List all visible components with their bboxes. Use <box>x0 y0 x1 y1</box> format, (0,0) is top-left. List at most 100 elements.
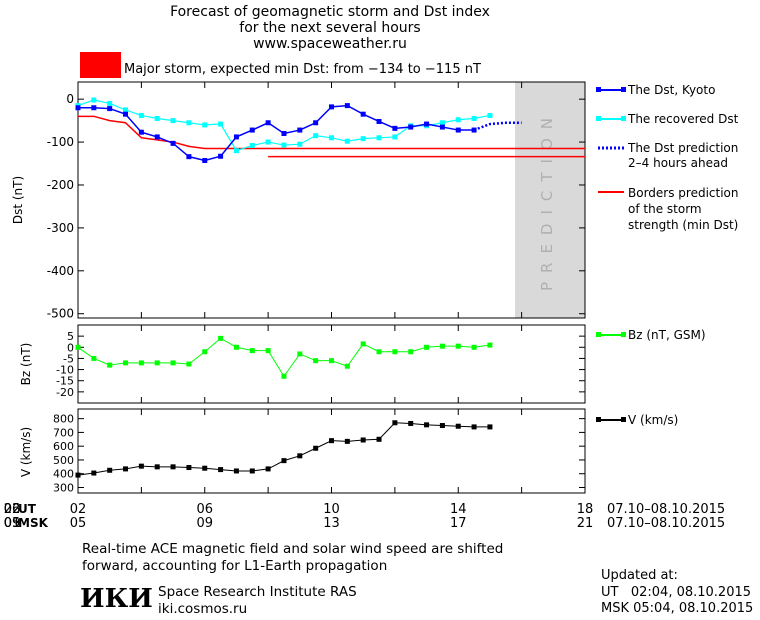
dst-kyoto-point <box>408 124 414 130</box>
legend-borders-label-2: of the storm <box>628 202 702 216</box>
legend-prediction-label-1: The Dst prediction <box>628 141 739 155</box>
y-tick-label: -10 <box>56 364 74 377</box>
legend-bz-label: Bz (nT, GSM) <box>628 328 706 342</box>
solar-wind-speed-point <box>281 458 287 464</box>
y-tick-label: -20 <box>56 386 74 399</box>
legend-v-marker <box>596 417 601 422</box>
legend-borders-label-3: strength (min Dst) <box>628 218 739 232</box>
recovered-dst-point <box>471 115 477 121</box>
solar-wind-speed-point <box>376 436 382 442</box>
dst-kyoto-point <box>249 127 255 133</box>
bz-point <box>138 360 144 366</box>
solar-wind-speed-point <box>392 420 398 426</box>
recovered-dst-point <box>186 120 192 126</box>
dst-kyoto-point <box>313 120 319 126</box>
solar-wind-speed-point <box>107 467 113 473</box>
bz-point <box>107 362 113 368</box>
recovered-dst-point <box>202 122 208 128</box>
recovered-dst-point <box>329 135 334 141</box>
y-tick-label: 600 <box>53 440 74 453</box>
dst-kyoto-point <box>123 111 129 117</box>
storm-level-swatch <box>80 52 121 78</box>
bz-point <box>313 358 319 364</box>
legend-dst-kyoto-label: The Dst, Kyoto <box>628 83 716 97</box>
msk-tick-label: 05 <box>3 516 21 531</box>
solar-wind-speed-point <box>439 423 445 429</box>
recovered-dst-point <box>107 100 113 106</box>
solar-wind-speed-point <box>313 445 319 451</box>
solar-wind-speed-point <box>186 465 192 471</box>
msk-tick-label: 05 <box>69 516 87 531</box>
solar-wind-speed-point <box>249 468 255 474</box>
institute-site-link[interactable]: iki.cosmos.ru <box>158 601 248 617</box>
msk-tick-label: 13 <box>323 516 340 531</box>
dst-kyoto-point <box>360 111 366 117</box>
y-tick-label: 300 <box>53 481 74 494</box>
footer-note-1: Real-time ACE magnetic field and solar w… <box>82 541 504 557</box>
recovered-dst-point <box>218 121 224 127</box>
bz-line <box>77 337 491 378</box>
y-tick-label: -100 <box>47 135 74 149</box>
bz-point <box>424 344 430 350</box>
dst-kyoto-point <box>154 134 160 140</box>
bz-axis-title: Bz (nT) <box>19 343 33 386</box>
dst-kyoto-point <box>281 130 287 136</box>
recovered-dst-point <box>154 115 160 121</box>
dst-kyoto-point <box>233 134 239 140</box>
recovered-dst-point <box>360 136 366 142</box>
recovered-dst-point <box>297 141 303 147</box>
prediction-zone-label: PREDICTION <box>538 109 556 291</box>
recovered-dst-point <box>487 112 493 118</box>
legend-bz-marker <box>596 332 601 337</box>
dst-kyoto-point <box>439 124 445 130</box>
dst-kyoto-point <box>91 105 97 111</box>
recovered-dst-point <box>170 118 176 124</box>
ut-tick-label: 10 <box>323 502 340 517</box>
recovered-dst-point <box>376 135 382 141</box>
solar-wind-speed-point <box>487 424 493 430</box>
y-tick-label: 500 <box>53 454 74 467</box>
y-tick-label: -500 <box>47 307 74 321</box>
bz-point <box>281 373 287 379</box>
ut-date-range: 07.10–08.10.2015 <box>607 502 726 517</box>
legend-dst-kyoto-marker <box>621 87 626 92</box>
footer-note-2: forward, accounting for L1-Earth propaga… <box>82 558 388 574</box>
dst-kyoto-point <box>186 154 192 160</box>
recovered-dst-point <box>233 148 239 154</box>
legend-recovered-marker <box>621 116 626 121</box>
dst-prediction-line <box>473 121 522 132</box>
solar-wind-speed-point <box>455 423 461 429</box>
msk-tick-label: 09 <box>3 516 21 531</box>
chart-title-url[interactable]: www.spaceweather.ru <box>253 36 407 52</box>
ut-tick-label: 14 <box>449 502 467 517</box>
y-tick-label: -300 <box>47 221 74 235</box>
dst-kyoto-point <box>218 153 224 159</box>
msk-tick-label: 17 <box>449 516 467 531</box>
solar-wind-speed-point <box>123 466 129 472</box>
prediction-zone <box>515 82 585 318</box>
y-tick-label: 400 <box>53 468 74 481</box>
solar-wind-speed-point <box>91 470 97 476</box>
updated-ut: UT 02:04, 08.10.2015 <box>601 585 752 600</box>
storm-forecast-label: Major storm, expected min Dst: from −134… <box>124 62 481 77</box>
bz-point <box>265 348 271 354</box>
recovered-dst-point <box>455 117 461 123</box>
dst-kyoto-point <box>138 129 144 135</box>
legend-prediction-label-2: 2–4 hours ahead <box>628 156 728 170</box>
bz-point <box>202 349 208 355</box>
solar-wind-speed-point <box>154 464 160 470</box>
bz-point <box>439 343 445 349</box>
recovered-dst-point <box>439 120 445 126</box>
bz-point <box>218 335 224 341</box>
bz-point <box>75 344 81 350</box>
recovered-dst-point <box>281 142 287 148</box>
bz-point <box>329 358 334 364</box>
msk-tick-label: 09 <box>196 516 214 531</box>
solar-wind-speed-point <box>471 424 477 430</box>
bz-point <box>170 360 176 366</box>
dst-kyoto-point <box>392 125 398 131</box>
bz-point <box>408 349 414 355</box>
msk-axis-label: MSK <box>18 516 48 530</box>
solar-wind-speed-point <box>138 463 144 469</box>
updated-label: Updated at: <box>601 568 678 583</box>
